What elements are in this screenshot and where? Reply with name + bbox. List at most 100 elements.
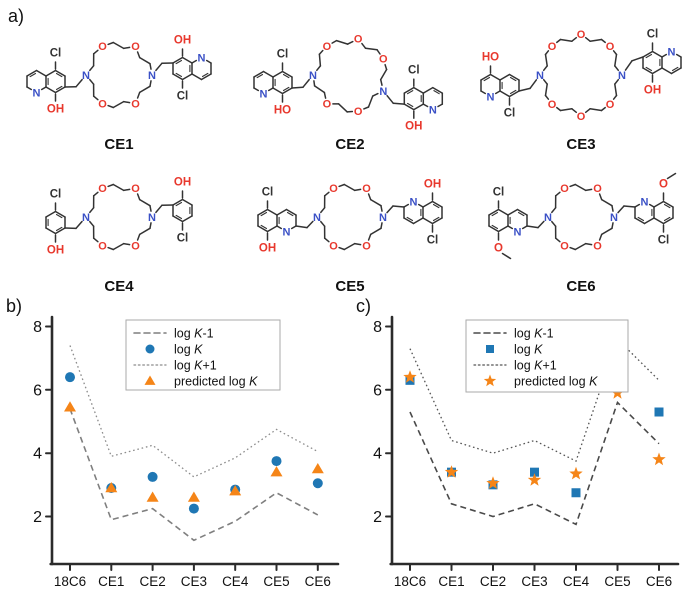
structure-name-label: CE5: [335, 278, 364, 295]
ring-oxygen-label: O: [577, 29, 586, 41]
x-tick-label: CE1: [98, 574, 124, 589]
ring-oxygen-label: O: [379, 54, 388, 66]
structure-name-label: CE6: [566, 278, 595, 295]
structure-CE3: N O O O N O O O N HO Cl N Cl OH CE3: [480, 29, 682, 153]
ring-oxygen-label: O: [329, 240, 338, 252]
arm-left: N HO Cl: [480, 52, 538, 120]
ring-oxygen-label: O: [329, 183, 338, 195]
series-log-k-1: [69, 345, 319, 478]
arm-right: N Cl OH: [624, 29, 682, 97]
ring-oxygen-label: O: [98, 98, 107, 110]
hydroxyl-label: HO: [482, 52, 499, 64]
structure-CE4: N O O N O O Cl OH OH Cl CE4: [45, 177, 193, 295]
x-tick-label: CE4: [563, 574, 590, 589]
x-tick-label: CE6: [305, 574, 331, 589]
arm-right: NO Cl: [617, 172, 677, 247]
ring-oxygen-label: O: [362, 240, 371, 252]
arm-nitrogen-label: N: [668, 46, 676, 58]
axes: 2 4 6 8 18C6 CE1 CE2 CE3 CE4 CE5 CE6: [33, 315, 340, 589]
ring-oxygen-label: O: [131, 98, 140, 110]
structure-CE1: N O O N O O N Cl OH N OH Cl CE1: [26, 35, 212, 153]
panel-b-label: b): [6, 296, 23, 316]
x-tick-label: CE1: [438, 574, 464, 589]
structure-name-label: CE4: [104, 278, 134, 295]
ring-oxygen-label: O: [98, 240, 107, 252]
molecule-CE5: N O O N O O N Cl OH N OH Cl CE5: [257, 179, 443, 295]
legend-entry-label: log K: [174, 343, 203, 357]
arm-left: N Cl O: [488, 187, 545, 260]
arm-right: N Cl OH: [386, 65, 444, 133]
ring-oxygen-label: O: [131, 41, 140, 53]
panel-a-label: a): [8, 6, 25, 26]
hydroxyl-label: OH: [259, 243, 276, 255]
ring-oxygen-label: O: [560, 240, 569, 252]
y-tick-label: 4: [373, 446, 382, 463]
ring-oxygen-label: O: [548, 41, 557, 53]
arm-left: N Cl OH: [26, 48, 83, 116]
y-tick-label: 4: [33, 446, 42, 463]
crown-ring: N O O N O O: [544, 183, 618, 252]
arm-left: N Cl HO: [253, 49, 310, 117]
chloro-label: Cl: [427, 235, 439, 247]
y-tick-label: 2: [33, 509, 42, 526]
y-tick-label: 6: [373, 382, 382, 399]
ring-oxygen-label: O: [577, 111, 586, 123]
structure-CE5: N O O N O O N Cl OH N OH Cl CE5: [257, 179, 443, 295]
ring-oxygen-label: O: [560, 183, 569, 195]
crown-ring: N O O N O O: [313, 183, 387, 252]
molecule-CE3: N O O O N O O O N HO Cl N Cl OH CE3: [480, 29, 682, 153]
hydroxyl-label: HO: [274, 105, 291, 117]
arm-nitrogen-label: N: [429, 104, 437, 116]
y-tick-label: 8: [33, 319, 42, 336]
chloro-label: Cl: [647, 29, 659, 41]
ring-nitrogen-label: N: [536, 70, 544, 82]
panel-c-label: c): [356, 296, 371, 316]
arm-left: N Cl OH: [257, 187, 314, 255]
ring-oxygen-label: O: [131, 183, 140, 195]
chloro-label: Cl: [50, 48, 62, 60]
chloro-label: Cl: [493, 187, 505, 199]
hydroxyl-label: OH: [405, 121, 422, 133]
ring-nitrogen-label: N: [313, 212, 321, 224]
arm-nitrogen-label: N: [514, 226, 522, 238]
chloro-label: Cl: [262, 187, 274, 199]
chloro-label: Cl: [177, 91, 189, 103]
x-tick-label: CE4: [222, 574, 249, 589]
crown-ring: N O O O N O O O: [536, 29, 626, 123]
crown-ring: N O O N O O: [82, 183, 156, 252]
y-tick-label: 8: [373, 319, 382, 336]
hydroxyl-label: OH: [644, 85, 661, 97]
chloro-label: Cl: [408, 65, 420, 77]
x-tick-label: CE5: [263, 574, 289, 589]
ring-nitrogen-label: N: [618, 70, 626, 82]
x-tick-label: CE2: [139, 574, 165, 589]
y-tick-label: 2: [373, 509, 382, 526]
arm-right: N OH Cl: [386, 179, 443, 247]
ring-oxygen-label: O: [593, 240, 602, 252]
ring-nitrogen-label: N: [379, 212, 387, 224]
legend: log K-1 log K log K+1 predicted log K: [465, 319, 629, 393]
series-log-k-1: [409, 401, 660, 526]
ring-nitrogen-label: N: [379, 86, 387, 98]
hydroxyl-label: OH: [174, 35, 191, 47]
x-tick-label: CE3: [521, 574, 547, 589]
molecule-CE1: N O O N O O N Cl OH N OH Cl CE1: [26, 35, 212, 153]
ring-oxygen-label: O: [606, 99, 615, 111]
x-tick-label: 18C6: [394, 574, 426, 589]
ring-nitrogen-label: N: [610, 212, 618, 224]
series-log-k-1: [69, 408, 319, 542]
ring-oxygen-label: O: [323, 41, 332, 53]
hydroxyl-label: OH: [424, 179, 441, 191]
arm-nitrogen-label: N: [198, 52, 206, 64]
crown-ring: N O O N O O: [82, 41, 156, 110]
ring-nitrogen-label: N: [148, 70, 156, 82]
ring-oxygen-label: O: [362, 183, 371, 195]
ring-oxygen-label: O: [354, 106, 363, 118]
chloro-label: Cl: [50, 189, 62, 201]
ring-nitrogen-label: N: [309, 70, 317, 82]
ring-oxygen-label: O: [606, 41, 615, 53]
